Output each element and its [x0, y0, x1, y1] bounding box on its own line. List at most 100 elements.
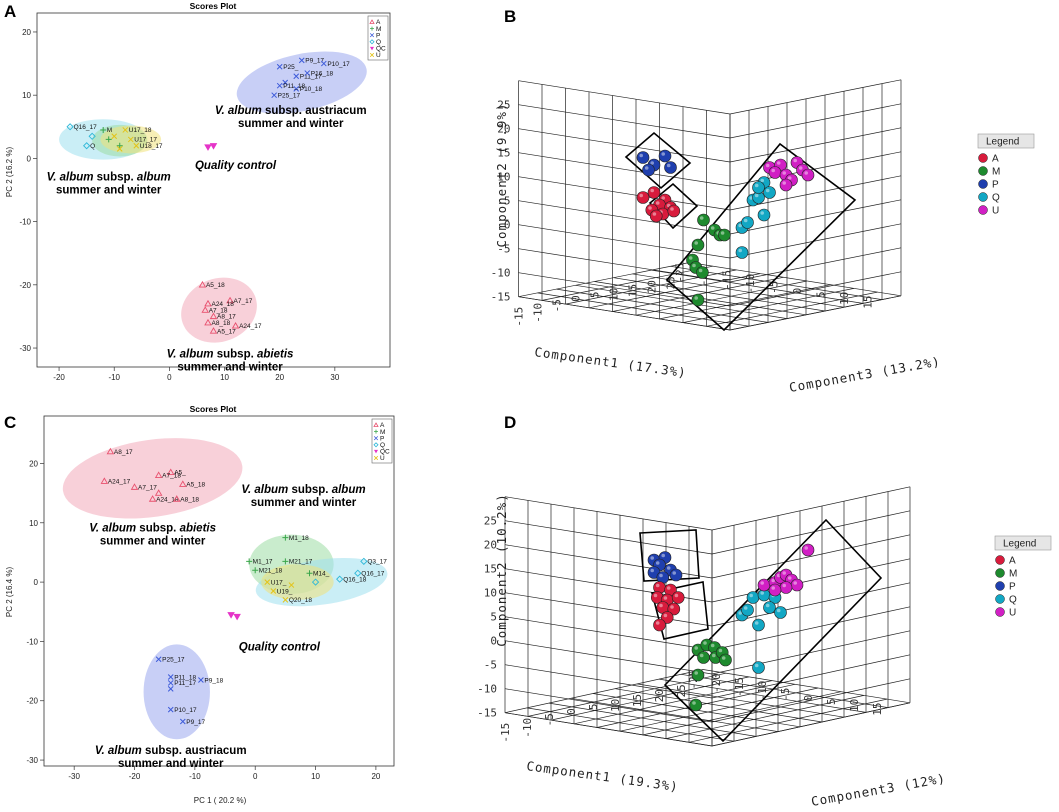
x-tick-label: 10: [220, 373, 229, 382]
sphere-highlight: [710, 226, 715, 230]
point-label: U18_17: [140, 143, 163, 150]
point-q: [66, 123, 74, 131]
legend-marker-u: [369, 52, 375, 58]
legend-label: M: [992, 167, 1000, 178]
legend-label: Q: [380, 442, 385, 449]
point-p: [167, 686, 174, 692]
point-u: [282, 597, 289, 603]
x-tick-label: 5: [815, 291, 828, 298]
sphere-highlight: [644, 166, 649, 170]
sphere-m: [691, 238, 705, 252]
point-label: P25_: [283, 64, 299, 71]
x-tick-label: 15: [862, 295, 875, 308]
point-q: [83, 142, 91, 150]
point-a: [130, 483, 139, 490]
point-u: [122, 127, 129, 133]
floor-line: [541, 265, 714, 301]
sphere-highlight: [652, 212, 657, 216]
panel-a-title: Scores Plot: [190, 1, 237, 11]
panel-c-xlabel: PC 1 ( 20.2 %): [194, 796, 247, 805]
group-annotation: V. album subsp. abietis: [89, 523, 216, 535]
legend-label: A: [1009, 556, 1016, 567]
point-u: [288, 582, 295, 588]
x-tick-label: 20: [371, 772, 380, 781]
point-u: [264, 579, 271, 585]
floor-line: [642, 691, 842, 736]
point-label: M: [107, 127, 112, 134]
point-label: Q16_18: [343, 576, 367, 583]
point-m: [306, 570, 313, 577]
z-tick-label: 5: [589, 292, 602, 299]
sphere-highlight: [782, 571, 786, 575]
group-annotation-line2: summer and winter: [177, 362, 283, 374]
floor-line: [613, 277, 826, 312]
sphere-highlight: [672, 571, 676, 575]
sphere-highlight: [650, 556, 654, 560]
point-label: Q: [90, 143, 95, 150]
sphere-highlight: [670, 207, 674, 211]
point-label: A5_18: [186, 482, 205, 489]
sphere-a: [667, 602, 681, 616]
legend-marker-q: [369, 39, 375, 45]
floor-line: [665, 695, 865, 739]
grid-line: [518, 103, 902, 139]
y-tick-label: -5: [497, 243, 510, 256]
floor-line: [614, 688, 823, 723]
point-a: [166, 468, 175, 476]
sphere-highlight: [659, 603, 663, 608]
group-annotation-line2: summer and winter: [238, 118, 344, 130]
grid-line: [518, 175, 902, 211]
sphere-highlight: [743, 218, 748, 223]
point-p: [179, 718, 186, 725]
point-label: P10_17: [327, 61, 350, 68]
point-label: M21_17: [289, 559, 313, 566]
panel-b-ylabel: Component2 (9.9%): [494, 103, 509, 248]
x-tick-label: -5: [779, 688, 792, 701]
floor-line: [651, 269, 864, 304]
group-annotation-line2: summer and winter: [251, 497, 357, 509]
y-tick-label: 20: [29, 459, 38, 468]
sphere-highlight: [648, 206, 652, 210]
point-a: [154, 471, 163, 478]
y-tick-label: -20: [19, 281, 31, 290]
sphere-highlight: [692, 263, 696, 268]
panel-c-scores-plot: -30 -20 -10 0 10 2020100-10-20-30A8_17A5_A7_1…: [26, 415, 395, 781]
floor-line: [556, 288, 769, 323]
sphere-highlight: [703, 641, 707, 645]
sphere-m: [696, 266, 709, 279]
point-label: U17_17: [134, 137, 157, 144]
sphere-highlight: [670, 605, 674, 609]
legend-marker-a: [995, 555, 1005, 565]
floor-line: [636, 683, 845, 718]
z-tick-label: 25: [675, 684, 688, 697]
x-tick-label: -20: [710, 673, 723, 693]
group-annotation: V. album subsp. album: [241, 484, 365, 496]
point-q: [336, 575, 344, 583]
point-label: M14_: [313, 571, 330, 578]
sphere-highlight: [793, 581, 797, 585]
z-tick-label: 0: [565, 708, 578, 715]
point-a: [198, 280, 207, 288]
group-box: [665, 142, 857, 332]
sphere-highlight: [666, 586, 671, 590]
z-tick-label: -15: [499, 723, 512, 743]
sphere-q: [741, 603, 754, 617]
point-label: M1_17: [253, 559, 273, 566]
floor-line: [706, 291, 878, 327]
floor-line: [688, 698, 888, 743]
point-m: [282, 534, 289, 541]
point-p: [155, 656, 162, 663]
x-tick-label: 20: [275, 373, 284, 382]
sphere-a: [660, 611, 674, 624]
point-label: U19_: [277, 588, 293, 595]
group-annotation-line2: summer and winter: [118, 758, 224, 770]
sphere-highlight: [776, 608, 781, 613]
sphere-u: [790, 578, 804, 592]
z-tick-label: 10: [608, 288, 621, 301]
point-label: A24_18: [211, 301, 234, 308]
point-label: P11_17: [300, 74, 322, 81]
sphere-highlight: [776, 161, 781, 165]
point-label: P11_17: [174, 680, 196, 687]
sphere-m: [691, 293, 705, 307]
